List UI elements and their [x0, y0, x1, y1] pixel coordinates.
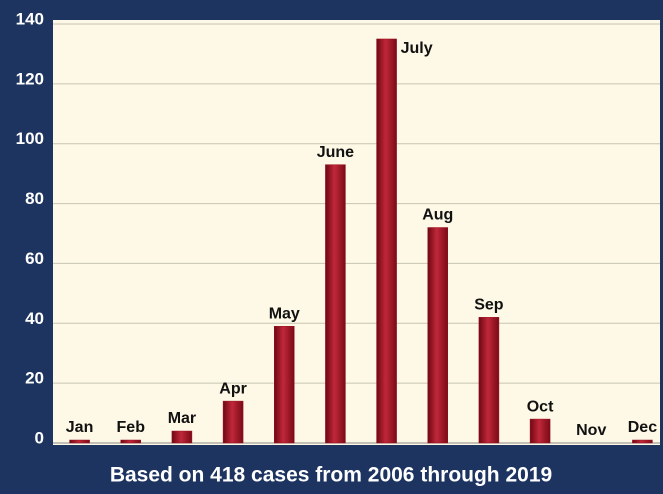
y-tick-label: 140: [16, 9, 44, 28]
y-tick-label: 40: [25, 309, 44, 328]
bar-label: Feb: [117, 419, 146, 436]
bar: [632, 439, 653, 444]
bar-label: July: [401, 40, 433, 57]
bar-label: Aug: [422, 207, 453, 224]
y-tick-label: 80: [25, 189, 44, 208]
bar-label: May: [269, 305, 300, 322]
bar: [120, 439, 141, 444]
bar-label: Dec: [628, 419, 657, 436]
bar: [325, 164, 346, 444]
bar-label: Oct: [527, 398, 554, 415]
bar: [69, 439, 90, 444]
bar: [274, 326, 295, 444]
bar-label: Sep: [474, 297, 504, 314]
bar: [529, 418, 551, 444]
bar-label: Nov: [576, 422, 606, 439]
bar: [171, 430, 193, 444]
bar: [376, 38, 397, 444]
bar-label: June: [317, 144, 354, 161]
y-tick-label: 60: [25, 249, 44, 268]
y-tick-label: 100: [16, 129, 44, 148]
y-tick-label: 120: [16, 69, 44, 88]
bar-label: Jan: [66, 419, 94, 436]
bar: [222, 400, 244, 444]
bar-label: Apr: [219, 380, 247, 397]
y-tick-label: 20: [25, 369, 44, 388]
caption: Based on 418 cases from 2006 through 201…: [110, 464, 552, 487]
plot-area: [53, 20, 660, 445]
bar: [427, 227, 448, 444]
y-tick-label: 0: [35, 428, 44, 447]
bar: [478, 317, 500, 444]
bar-label: Mar: [168, 410, 196, 427]
